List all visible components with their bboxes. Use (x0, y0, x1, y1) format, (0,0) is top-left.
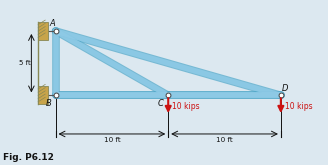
Text: 10 ft: 10 ft (104, 137, 120, 143)
Text: 10 kips: 10 kips (172, 102, 200, 111)
Text: 10 kips: 10 kips (285, 102, 313, 111)
Text: D: D (282, 84, 289, 93)
Text: C: C (158, 99, 164, 108)
Bar (38, 22, 48, 40)
Text: 5 ft: 5 ft (19, 60, 31, 66)
Text: Fig. P6.12: Fig. P6.12 (3, 153, 54, 162)
Text: 10 ft: 10 ft (216, 137, 233, 143)
Text: A: A (49, 19, 55, 28)
Text: B: B (45, 99, 51, 108)
Bar (38, 86, 48, 104)
